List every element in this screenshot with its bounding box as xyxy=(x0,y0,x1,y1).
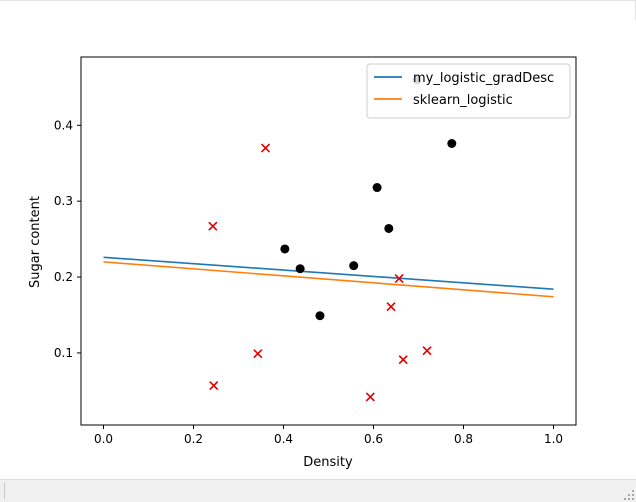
data-point-x xyxy=(398,355,408,365)
x-tick-label: 0.2 xyxy=(184,432,203,446)
status-bar xyxy=(0,479,636,502)
legend: my_logistic_gradDesc sklearn_logistic xyxy=(366,63,571,119)
y-tick-label: 0.2 xyxy=(54,270,73,284)
plot-layer xyxy=(103,75,554,402)
data-point-circle xyxy=(295,264,305,274)
data-point-x xyxy=(365,392,375,402)
x-tick-label: 0.4 xyxy=(274,432,293,446)
data-point-circle xyxy=(315,311,325,321)
data-point-circle xyxy=(447,138,457,148)
data-point-circle xyxy=(372,183,382,193)
legend-box xyxy=(366,63,571,119)
plot-frame xyxy=(80,56,577,426)
x-axis-label: Density xyxy=(303,455,353,470)
y-tick-label: 0.3 xyxy=(54,194,73,208)
data-point-x-stroke xyxy=(386,302,396,312)
x-tick-label: 1.0 xyxy=(544,432,563,446)
scatter-chart: 0.0 0.2 0.4 0.6 0.8 1.0 0.1 0.2 0.3 0.4 Density S… xyxy=(28,56,577,470)
x-tick-label: 0.8 xyxy=(454,432,473,446)
series-line-1 xyxy=(103,261,554,298)
data-point-x xyxy=(394,273,404,284)
data-point-x-stroke xyxy=(209,380,219,391)
y-tick-label: 0.4 xyxy=(54,118,73,132)
data-point-x xyxy=(209,380,219,391)
resize-grip-icon[interactable] xyxy=(624,490,634,500)
status-bar-separator xyxy=(4,483,5,499)
data-point-x-stroke xyxy=(398,355,408,365)
legend-label: sklearn_logistic xyxy=(413,93,513,108)
data-point-x-stroke xyxy=(253,349,263,359)
x-tick-label: 0.0 xyxy=(94,432,113,446)
x-tick-label: 0.6 xyxy=(364,432,383,446)
data-point-circle xyxy=(280,244,290,254)
data-point-x xyxy=(208,221,218,231)
data-point-x xyxy=(260,143,271,153)
data-point-x-stroke xyxy=(422,346,432,356)
legend-label: my_logistic_gradDesc xyxy=(413,71,554,86)
data-point-x-stroke xyxy=(260,143,271,153)
data-point-x xyxy=(422,346,432,356)
data-point-x-stroke xyxy=(394,273,404,284)
data-point-circle xyxy=(349,261,359,271)
data-point-x-stroke xyxy=(208,221,218,231)
data-point-x xyxy=(253,349,263,359)
series-line-0 xyxy=(103,256,554,290)
data-point-circle xyxy=(384,223,394,233)
y-tick-label: 0.1 xyxy=(54,346,73,360)
axes-layer: 0.0 0.2 0.4 0.6 0.8 1.0 0.1 0.2 0.3 0.4 xyxy=(54,56,577,446)
data-point-x-stroke xyxy=(365,392,375,402)
data-point-x xyxy=(386,302,396,312)
y-axis-label: Sugar content xyxy=(28,196,43,288)
